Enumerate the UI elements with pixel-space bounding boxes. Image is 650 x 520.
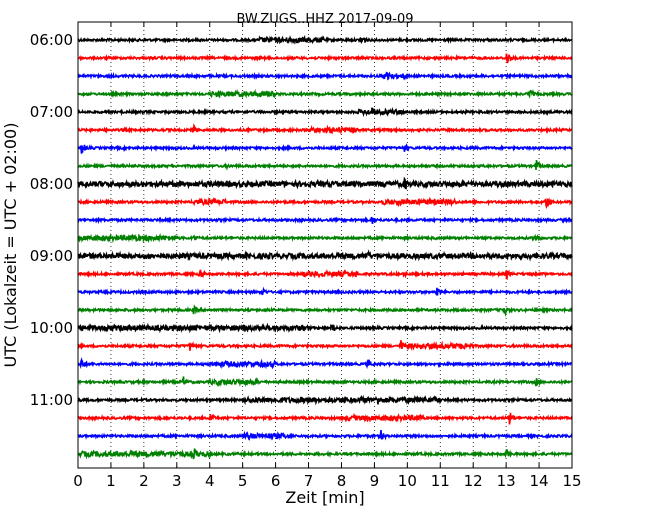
trace-line <box>77 71 573 81</box>
trace-line <box>77 448 573 460</box>
trace-line <box>77 143 573 154</box>
x-tick-label: 1 <box>106 472 116 490</box>
trace-line <box>77 196 573 210</box>
plot-area <box>78 22 572 468</box>
x-tick-label: 12 <box>464 472 483 490</box>
y-tick-label: 11:00 <box>30 391 73 409</box>
trace-line <box>77 429 573 442</box>
x-tick-label: 9 <box>370 472 380 490</box>
traces <box>77 34 573 460</box>
trace-line <box>77 322 573 334</box>
trace-line <box>77 394 573 406</box>
trace-line <box>77 376 573 388</box>
trace-line <box>77 286 573 297</box>
trace-line <box>77 53 573 64</box>
y-tick-label: 07:00 <box>30 103 73 121</box>
trace-line <box>77 88 573 99</box>
trace-line <box>77 356 573 370</box>
y-axis-label: UTC (Lokalzeit = UTC + 02:00) <box>1 123 20 368</box>
x-tick-label: 7 <box>304 472 314 490</box>
trace-line <box>77 268 573 281</box>
x-tick-label: 4 <box>205 472 215 490</box>
trace-line <box>77 340 573 351</box>
x-tick-label: 15 <box>562 472 581 490</box>
trace-line <box>77 176 573 190</box>
x-tick-label: 14 <box>530 472 549 490</box>
trace-line <box>77 232 573 244</box>
x-tick-label: 6 <box>271 472 281 490</box>
x-tick-label: 13 <box>497 472 516 490</box>
x-tick-label: 11 <box>431 472 450 490</box>
trace-line <box>77 304 573 317</box>
y-axis: 06:00 07:00 08:00 09:00 10:00 11:00 <box>30 31 572 409</box>
x-tick-label: 0 <box>73 472 83 490</box>
trace-line <box>77 216 573 225</box>
y-tick-label: 09:00 <box>30 247 73 265</box>
x-tick-label: 5 <box>238 472 248 490</box>
x-axis-label: Zeit [min] <box>285 488 364 507</box>
y-tick-label: 06:00 <box>30 31 73 49</box>
plot-frame <box>77 21 573 469</box>
x-tick-label: 8 <box>337 472 347 490</box>
trace-line <box>77 123 573 136</box>
trace-line <box>77 106 573 118</box>
chart-title: BW.ZUGS..HHZ 2017-09-09 <box>236 12 413 27</box>
trace-line <box>77 34 573 45</box>
x-tick-label: 2 <box>139 472 149 490</box>
y-tick-label: 10:00 <box>30 319 73 337</box>
trace-line <box>77 412 573 425</box>
y-tick-label: 08:00 <box>30 175 73 193</box>
x-tick-label: 3 <box>172 472 182 490</box>
x-axis: 0 1 2 3 4 5 6 7 8 9 10 11 12 13 14 15 <box>73 22 582 490</box>
trace-line <box>77 249 573 262</box>
trace-line <box>77 159 573 171</box>
x-tick-label: 10 <box>398 472 417 490</box>
